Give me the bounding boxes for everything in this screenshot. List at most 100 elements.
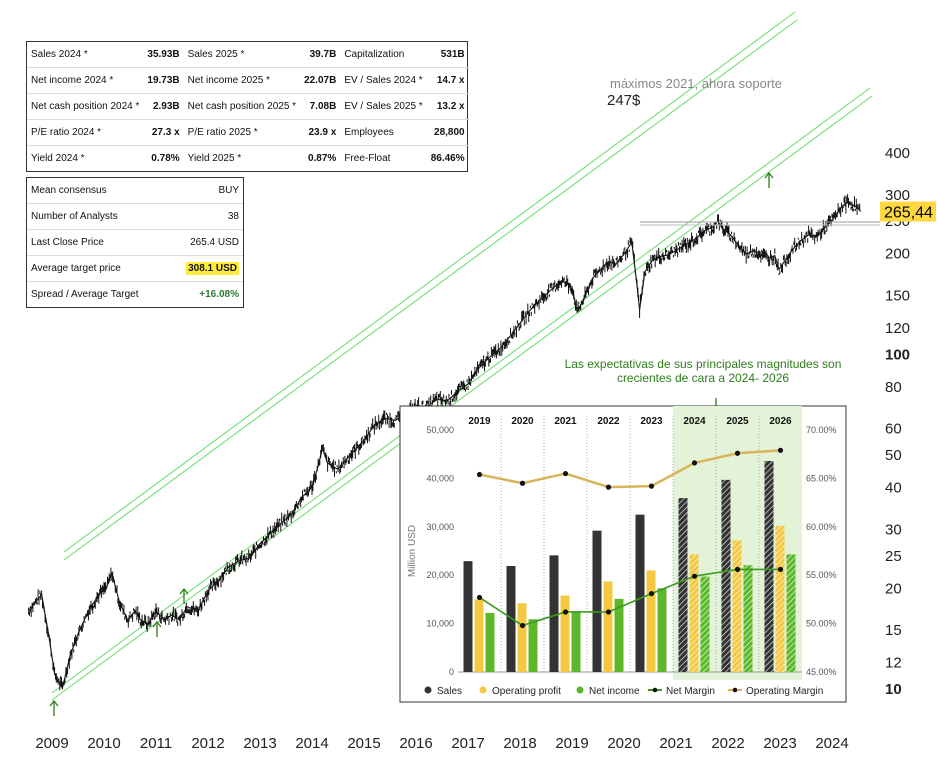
y-tick-label: 80 bbox=[885, 379, 902, 396]
consensus-row: Average target price 308.1 USD bbox=[27, 255, 243, 282]
summary-value: 13.2 x bbox=[426, 93, 469, 120]
fundamentals-inset: 0 10,000 20,000 30,000 40,000 50,000 45.00% 50.… bbox=[399, 405, 847, 703]
arrow-up-icon bbox=[152, 620, 162, 637]
summary-value: 39.7B bbox=[300, 42, 341, 68]
consensus-value-text: 38 bbox=[227, 211, 239, 222]
summary-label: Yield 2024 * bbox=[31, 153, 85, 164]
inset-bar-net-income bbox=[571, 611, 581, 672]
y-tick-label: 30 bbox=[885, 521, 902, 538]
legend-swatch bbox=[424, 686, 432, 694]
inset-bar-sales bbox=[764, 460, 774, 672]
legend-swatch bbox=[479, 686, 487, 694]
legend-label: Net income bbox=[589, 686, 640, 697]
inset-point bbox=[648, 590, 655, 597]
x-tick-label: 2018 bbox=[503, 735, 536, 752]
price-tag-bg bbox=[880, 201, 936, 222]
inset-bar-operating-profit bbox=[603, 581, 613, 672]
inset-y2-tick: 55.00% bbox=[806, 570, 837, 580]
y-tick-label: 50 bbox=[885, 447, 902, 464]
y-tick-label: 25 bbox=[885, 548, 902, 565]
summary-value: 28,800 bbox=[426, 119, 469, 146]
inset-bar-sales bbox=[635, 514, 645, 672]
summary-label: Yield 2025 * bbox=[187, 153, 242, 164]
inset-category-label: 2022 bbox=[597, 416, 620, 427]
channel-line bbox=[63, 19, 798, 561]
ath-annotation: máximos 2021, ahora soporte bbox=[610, 76, 782, 91]
x-tick-label: 2013 bbox=[243, 735, 276, 752]
consensus-row: Spread / Average Target +16.08% bbox=[27, 282, 243, 308]
summary-label: Sales 2024 * bbox=[27, 42, 144, 68]
consensus-label: Number of Analysts bbox=[27, 203, 169, 230]
legend-label: Operating Margin bbox=[746, 686, 823, 697]
channel-line bbox=[51, 95, 873, 701]
x-tick-label: 2015 bbox=[347, 735, 380, 752]
legend-label: Net Margin bbox=[666, 686, 715, 697]
summary-label: Net cash position 2024 * bbox=[27, 93, 144, 120]
consensus-value: 308.1 USD bbox=[168, 255, 243, 282]
summary-label: Net income 2025 * bbox=[183, 67, 301, 94]
inset-y2-tick: 60.00% bbox=[806, 522, 837, 532]
y-tick-label: 400 bbox=[885, 145, 910, 162]
x-tick-label: 2022 bbox=[711, 735, 744, 752]
x-tick-label: 2009 bbox=[35, 735, 68, 752]
inset-y-tick: 20,000 bbox=[426, 570, 454, 580]
inset-point bbox=[519, 480, 526, 486]
inset-y-tick: 50,000 bbox=[426, 425, 454, 435]
channel-line bbox=[63, 11, 796, 553]
consensus-value: BUY bbox=[168, 178, 243, 204]
inset-bar-sales bbox=[721, 479, 731, 672]
consensus-label: Average target price bbox=[27, 255, 169, 282]
inset-bar-operating-profit bbox=[474, 599, 484, 672]
arrow-up-icon bbox=[179, 587, 189, 604]
inset-point bbox=[605, 484, 612, 490]
inset-y2-tick: 45.00% bbox=[806, 667, 837, 677]
inset-category-label: 2025 bbox=[726, 416, 749, 427]
arrow-head bbox=[49, 699, 59, 707]
inset-point bbox=[777, 566, 784, 572]
inset-y-axis-label: Million USD bbox=[407, 525, 418, 577]
inset-bar-net-income bbox=[786, 554, 796, 672]
summary-label: Net cash position 2025 * bbox=[183, 93, 301, 120]
inset-bar-operating-profit bbox=[646, 570, 656, 672]
consensus-value-text: BUY bbox=[218, 185, 239, 196]
inset-bar-operating-profit bbox=[689, 554, 699, 672]
inset-y2-tick: 50.00% bbox=[806, 619, 837, 629]
y-tick-label: 15 bbox=[885, 622, 902, 639]
inset-bar-net-income bbox=[700, 576, 710, 672]
summary-label: Free-Float bbox=[344, 153, 391, 164]
summary-label: Net income 2024 * bbox=[27, 67, 144, 94]
summary-value: 14.7 x bbox=[426, 67, 469, 94]
arrow-head bbox=[179, 587, 189, 595]
consensus-value: +16.08% bbox=[168, 282, 243, 308]
consensus-value-text: +16.08% bbox=[199, 289, 239, 300]
summary-value: 22.07B bbox=[300, 67, 341, 94]
y-tick-label: 40 bbox=[885, 480, 902, 497]
y-tick-label: 10 bbox=[885, 681, 902, 698]
legend-label: Sales bbox=[437, 686, 462, 697]
arrow-up-icon bbox=[764, 171, 774, 188]
inset-category-label: 2024 bbox=[683, 416, 706, 427]
x-tick-label: 2017 bbox=[451, 735, 484, 752]
inset-bar-net-income bbox=[528, 619, 538, 672]
y-tick-label: 12 bbox=[885, 655, 902, 672]
support-level-label: 247$ bbox=[607, 92, 641, 109]
inset-line-operating-margin bbox=[479, 449, 781, 489]
summary-value: 23.9 x bbox=[300, 119, 341, 146]
x-tick-label: 2021 bbox=[659, 735, 692, 752]
inset-point bbox=[605, 609, 612, 615]
consensus-value-text: 308.1 USD bbox=[186, 262, 239, 275]
consensus-value: 265.4 USD bbox=[168, 229, 243, 256]
inset-bar-operating-profit bbox=[517, 603, 527, 672]
consensus-label: Spread / Average Target bbox=[31, 289, 139, 300]
summary-value: 86.46% bbox=[430, 153, 465, 164]
inset-point bbox=[519, 622, 526, 629]
x-tick-label: 2011 bbox=[140, 735, 172, 752]
summary-label: EV / Sales 2025 * bbox=[340, 93, 427, 120]
x-tick-label: 2016 bbox=[399, 735, 432, 752]
summary-value: 2.93B bbox=[143, 93, 184, 120]
legend-label: Operating profit bbox=[492, 686, 561, 697]
inset-y-tick: 0 bbox=[449, 667, 454, 677]
summary-row: Net income 2024 * 19.73B Net income 2025 *… bbox=[27, 67, 469, 94]
inset-point bbox=[734, 450, 741, 456]
inset-y-tick: 40,000 bbox=[426, 473, 454, 483]
